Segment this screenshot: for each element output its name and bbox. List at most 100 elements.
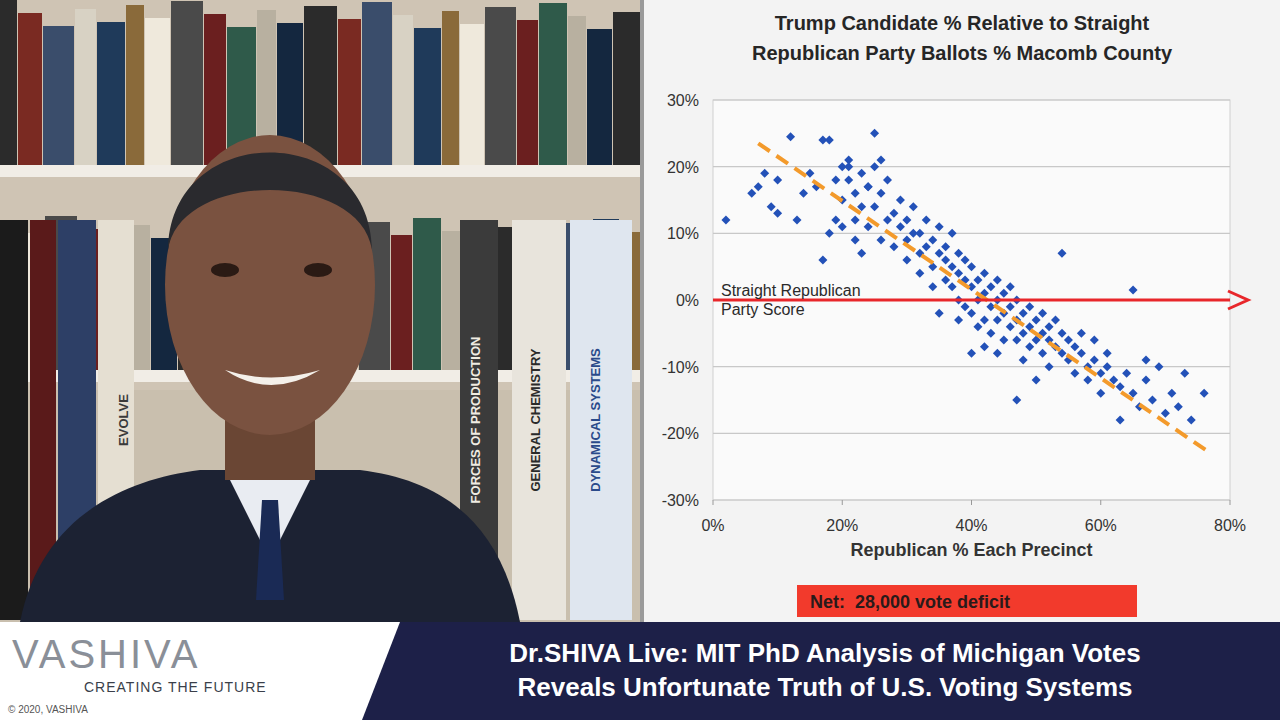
scatter-point <box>948 282 957 291</box>
book <box>570 220 632 620</box>
y-tick-label: -30% <box>662 492 699 509</box>
scatter-point <box>1090 336 1099 345</box>
scatter-point <box>1038 309 1047 318</box>
scatter-point <box>999 336 1008 345</box>
book <box>43 26 74 165</box>
scatter-point <box>889 209 898 218</box>
scatter-point <box>954 249 963 258</box>
logo-edge <box>362 622 400 720</box>
scatter-point <box>1012 336 1021 345</box>
y-tick-label: 10% <box>667 225 699 242</box>
book <box>485 7 516 165</box>
scatter-point <box>864 182 873 191</box>
scatter-point <box>1174 402 1183 411</box>
scatter-point <box>1077 349 1086 358</box>
scatter-point <box>864 182 873 191</box>
scatter-point <box>922 242 931 251</box>
scatter-point <box>1070 342 1079 351</box>
scatter-point <box>922 216 931 225</box>
book <box>393 15 413 165</box>
scatter-point <box>767 202 776 211</box>
x-tick-label: 60% <box>1085 517 1117 534</box>
chart-background <box>644 0 1280 622</box>
scatter-point <box>831 216 840 225</box>
scatter-point <box>805 169 814 178</box>
scatter-point <box>961 302 970 311</box>
series-label-line: Straight Republican <box>721 282 861 299</box>
x-tick-label: 40% <box>955 517 987 534</box>
logo-tagline: CREATING THE FUTURE <box>84 679 267 695</box>
scatter-point <box>844 156 853 165</box>
logo-background <box>0 622 362 720</box>
suit <box>20 470 520 622</box>
hair <box>168 153 372 251</box>
scatter-point <box>825 229 834 238</box>
eye <box>211 263 239 277</box>
scatter-point <box>877 236 886 245</box>
scatter-point <box>1141 356 1150 365</box>
x-tick <box>971 500 972 505</box>
book <box>517 20 538 165</box>
scatter-point <box>889 242 898 251</box>
scatter-point <box>986 282 995 291</box>
scatter-point <box>851 216 860 225</box>
scatter-point <box>831 176 840 185</box>
scatter-point <box>857 169 866 178</box>
scatter-point <box>844 176 853 185</box>
book <box>0 0 17 165</box>
scatter-point <box>1025 302 1034 311</box>
scatter-point <box>961 256 970 265</box>
scatter-point <box>973 276 982 285</box>
scatter-point <box>1057 249 1066 258</box>
scatter-point <box>948 262 957 271</box>
book-title: GENERAL CHEMISTRY <box>528 348 543 491</box>
scatter-point <box>993 276 1002 285</box>
x-tick <box>713 500 714 505</box>
smile <box>225 370 320 385</box>
book-title: EVOLVE <box>116 394 131 446</box>
book <box>126 5 144 165</box>
book <box>145 18 170 165</box>
book <box>512 220 566 620</box>
scatter-point <box>896 222 905 231</box>
grid-line <box>713 366 1230 367</box>
chart-title-line: Republican Party Ballots % Macomb County <box>752 42 1173 64</box>
book-title: DYNAMICAL SYSTEMS <box>588 348 603 492</box>
scatter-point <box>1032 376 1041 385</box>
scatter-point <box>941 256 950 265</box>
grid-line <box>713 233 1230 234</box>
chart: Trump Candidate % Relative to StraightRe… <box>644 0 1280 622</box>
x-tick <box>1230 500 1231 505</box>
scatter-point <box>786 132 795 141</box>
y-tick-label: -20% <box>662 425 699 442</box>
x-tick-label: 0% <box>701 517 724 534</box>
scatter-point <box>1045 322 1054 331</box>
book <box>391 235 412 370</box>
scatter-point <box>999 289 1008 298</box>
scatter-point <box>967 349 976 358</box>
y-tick-label: 20% <box>667 159 699 176</box>
book <box>414 28 441 165</box>
scatter-point <box>721 216 730 225</box>
scatter-point <box>896 196 905 205</box>
head <box>165 135 375 435</box>
scatter-point <box>1038 349 1047 358</box>
scatter-point <box>993 349 1002 358</box>
scatter-point <box>754 182 763 191</box>
scatter-point <box>1129 286 1138 295</box>
scatter-point <box>1103 349 1112 358</box>
scatter-point <box>799 189 808 198</box>
scatter-point <box>773 176 782 185</box>
scatter-point <box>1116 416 1125 425</box>
book <box>204 14 226 165</box>
scatter-point <box>747 189 756 198</box>
scatter-point <box>851 236 860 245</box>
book <box>75 9 96 165</box>
x-tick <box>842 500 843 505</box>
chart-title: Trump Candidate % Relative to StraightRe… <box>752 12 1173 64</box>
scatter-point <box>825 136 834 145</box>
grid-line <box>713 433 1230 434</box>
scatter-point <box>928 236 937 245</box>
scatter-point <box>993 316 1002 325</box>
copyright: © 2020, VASHIVA <box>8 704 88 715</box>
